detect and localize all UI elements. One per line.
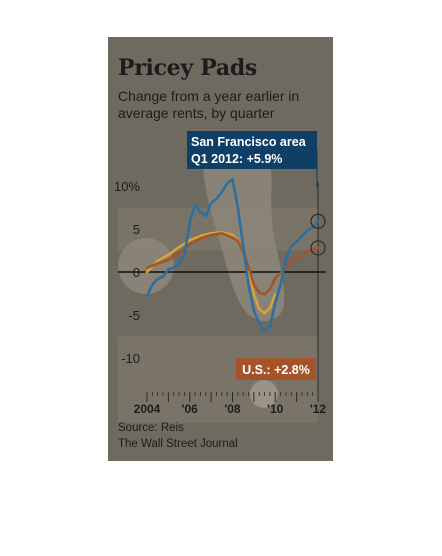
sf-end-marker <box>310 213 326 229</box>
y-tick-label: -5 <box>128 308 140 323</box>
chart-source: Source: Reis <box>118 422 184 434</box>
us-annotation-label: U.S.: +2.8% <box>242 363 310 377</box>
x-tick-label: '12 <box>310 402 327 416</box>
x-tick-label: '08 <box>224 402 241 416</box>
us-end-marker <box>310 240 326 256</box>
chart-card: 10% 5 0 -5 -10 2004 '06 '08 '10 '12 San Francisco … <box>108 37 333 461</box>
highlight-blob-start <box>118 238 174 294</box>
y-tick-label: -10 <box>121 351 140 366</box>
us-annotation-box <box>236 358 316 380</box>
sf-annotation-box <box>187 131 317 169</box>
y-tick-label: 0 <box>133 265 140 280</box>
chart-plot: 10% 5 0 -5 -10 2004 '06 '08 '10 '12 San Francisco … <box>114 131 327 423</box>
x-tick-label: '06 <box>182 402 199 416</box>
sf-annotation-value: Q1 2012: +5.9% <box>191 152 282 166</box>
chart-subtitle: Change from a year earlier in average re… <box>118 88 300 121</box>
x-tick-label: 2004 <box>134 402 161 416</box>
y-tick-label: 10% <box>114 179 140 194</box>
chart-publisher: The Wall Street Journal <box>118 438 238 450</box>
highlight-blob-bottom <box>250 380 278 408</box>
y-tick-label: 5 <box>133 222 140 237</box>
chart-title: Pricey Pads <box>118 55 258 81</box>
highlight-blob-main <box>202 140 285 322</box>
sf-annotation-label: San Francisco area <box>191 135 307 149</box>
series-line-2 <box>145 231 277 315</box>
x-tick-label: '10 <box>267 402 284 416</box>
band-bottom <box>118 379 318 423</box>
series-line-0 <box>145 177 320 332</box>
